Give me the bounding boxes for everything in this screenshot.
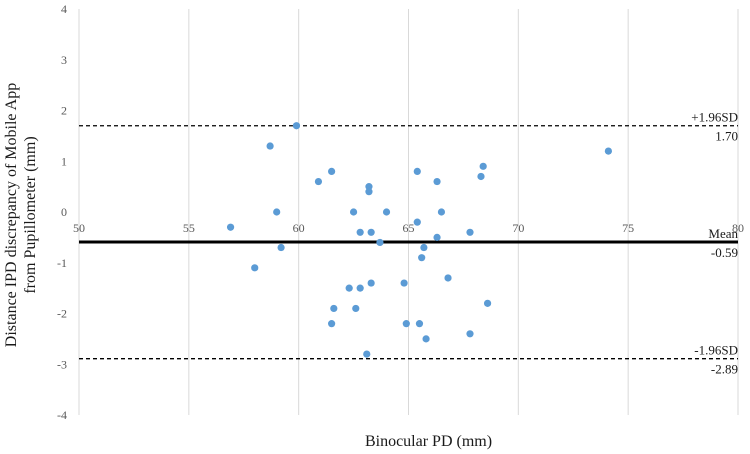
mean-value-label: -0.59 (711, 245, 738, 260)
data-point (277, 243, 285, 252)
x-tick-label: 80 (732, 221, 744, 235)
data-point (356, 284, 364, 292)
grid-layer (78, 9, 739, 415)
data-point (382, 208, 391, 216)
data-point (367, 279, 375, 287)
data-point (444, 274, 452, 282)
labels: 50 55 60 65 70 75 80 4 3 2 1 0 -1 -2 -3 -4 +1.96SD 1.70 Me… (3, 2, 744, 450)
data-point (367, 228, 375, 236)
data-point (349, 208, 358, 216)
lower-loa-label: -1.96SD (694, 343, 738, 358)
data-point (273, 208, 281, 216)
data-point (292, 122, 301, 130)
y-tick-label: 2 (61, 104, 67, 118)
data-point (376, 238, 384, 247)
x-tick-label: 50 (73, 221, 85, 235)
data-point (330, 304, 338, 313)
data-point (433, 233, 441, 241)
data-point (604, 147, 612, 155)
y-axis-title-line: from Pupillometer (mm) (22, 136, 39, 293)
x-tick-label: 65 (403, 221, 415, 235)
data-point (314, 177, 323, 186)
upper-loa-label: +1.96SD (691, 110, 738, 125)
data-point (363, 350, 371, 358)
x-tick-label: 75 (622, 221, 634, 235)
x-tick-label: 60 (293, 221, 305, 235)
data-point (352, 304, 360, 313)
y-tick-label: -2 (57, 307, 67, 321)
lower-loa-value-label: -2.89 (711, 362, 738, 377)
data-point (477, 172, 485, 181)
y-tick-label: 0 (61, 205, 67, 219)
data-points (226, 122, 612, 358)
x-axis-title: Binocular PD (mm) (365, 433, 492, 450)
data-point (422, 335, 430, 343)
data-point (365, 183, 373, 191)
data-point (365, 188, 373, 196)
data-point (437, 208, 446, 216)
data-point (415, 320, 424, 328)
data-point (433, 177, 441, 186)
y-axis-title-line: Distance IPD discrepancy of Mobile App (3, 83, 20, 347)
data-point (226, 223, 235, 231)
y-tick-label: 3 (61, 53, 67, 67)
data-point (328, 167, 336, 175)
data-point (251, 264, 259, 272)
x-tick-label: 55 (183, 221, 195, 235)
data-point (328, 320, 336, 328)
y-tick-label: -1 (57, 256, 67, 270)
y-tick-label: -3 (57, 357, 67, 371)
data-point (466, 228, 474, 236)
data-point (413, 167, 421, 175)
data-point (266, 142, 274, 150)
y-tick-label: -4 (57, 408, 67, 422)
upper-loa-value-label: 1.70 (715, 129, 738, 144)
data-point (413, 218, 421, 226)
mean-label: Mean (708, 226, 738, 241)
y-tick-label: 1 (61, 154, 67, 168)
data-point (402, 320, 410, 328)
data-point (466, 330, 474, 338)
data-point (483, 299, 492, 307)
data-point (345, 284, 353, 292)
data-point (479, 162, 487, 170)
x-tick-label: 70 (512, 221, 524, 235)
y-tick-label: 4 (61, 2, 67, 16)
reference-lines (79, 125, 738, 360)
data-point (356, 228, 364, 236)
data-point (420, 243, 428, 252)
data-point (418, 254, 426, 262)
data-point (400, 279, 408, 287)
